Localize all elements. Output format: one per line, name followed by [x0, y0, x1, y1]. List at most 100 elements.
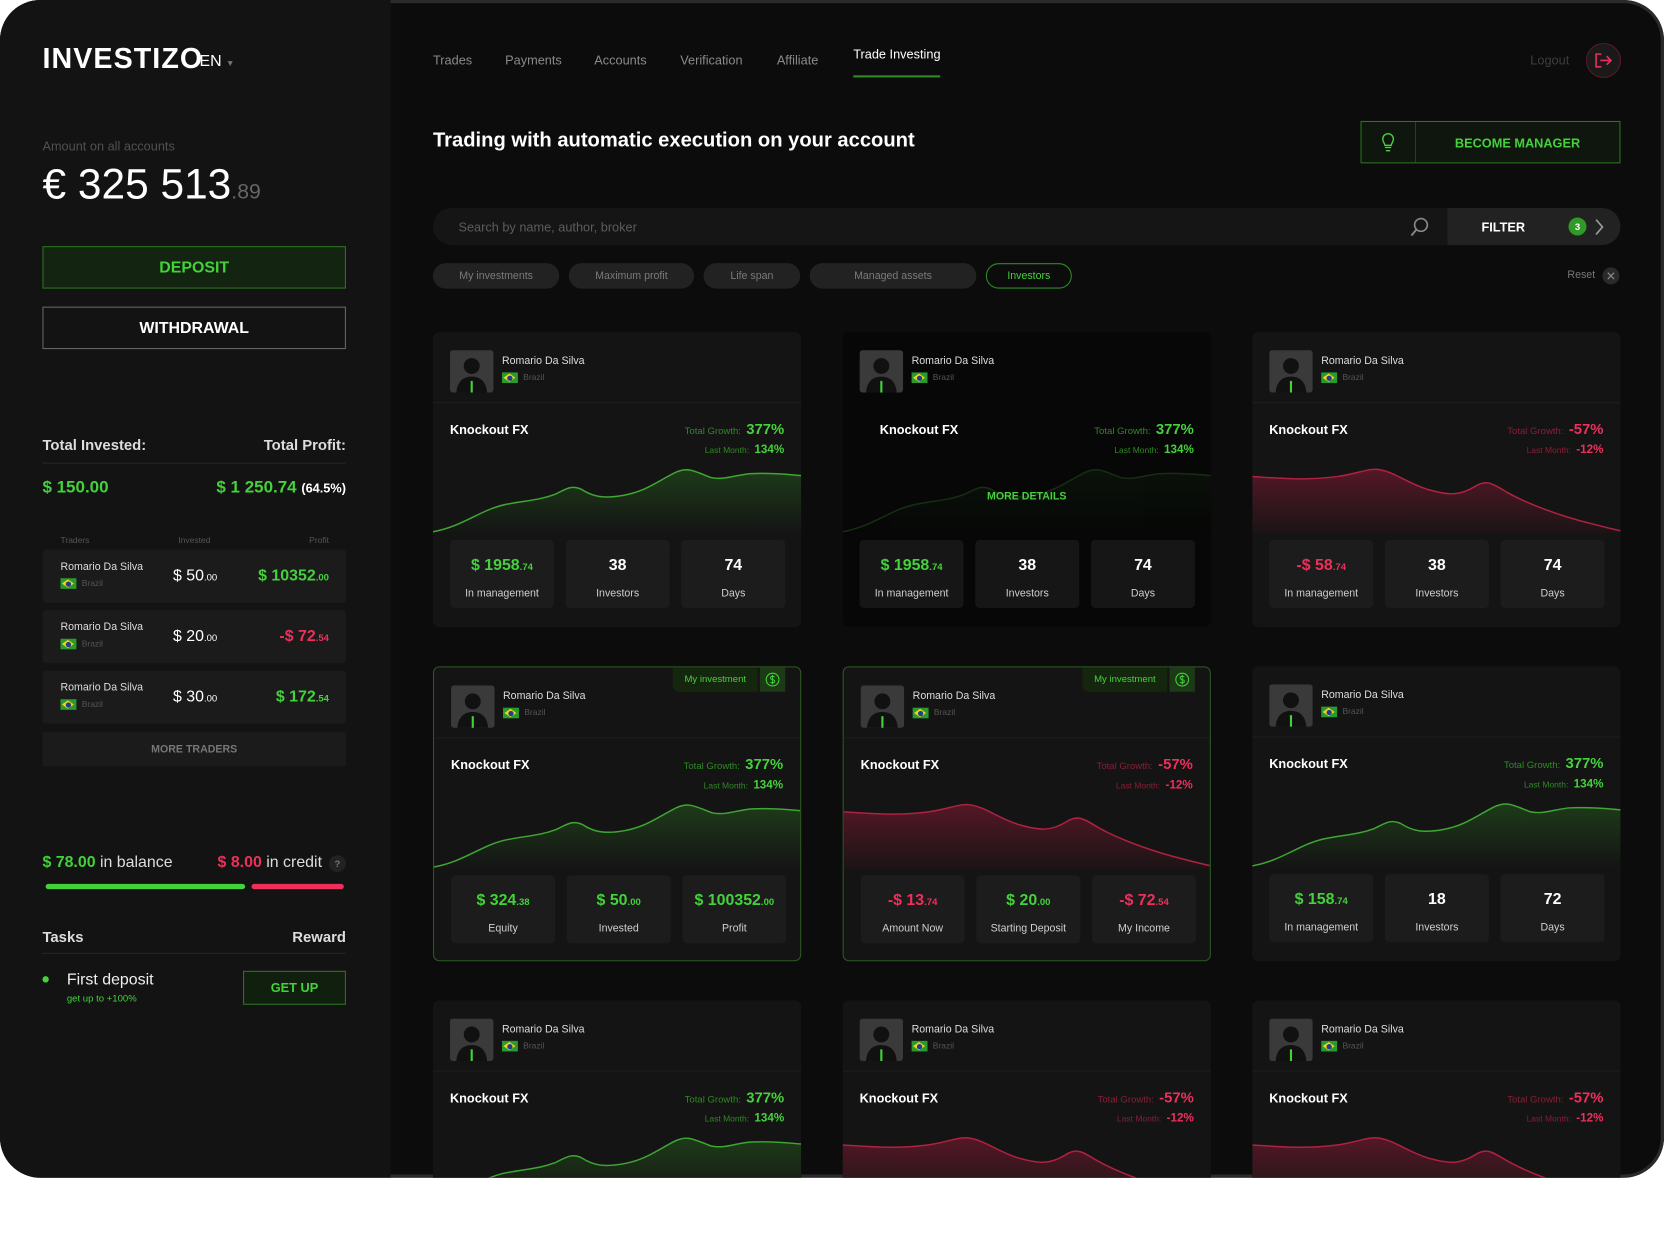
sidebar: INVESTIZO EN ▼ Amount on all accounts € …: [0, 0, 391, 1178]
logo[interactable]: INVESTIZO: [42, 42, 204, 75]
profit-cents: .54: [315, 632, 329, 643]
flag: [501, 372, 518, 384]
stat-number: $ 100352: [694, 891, 761, 910]
stat-value: -$ 72.54: [1092, 891, 1196, 909]
trader-card[interactable]: Romario Da Silva Brazil Knockout FX Total G…: [432, 332, 802, 628]
country-text: Brazil: [81, 699, 103, 709]
trader-row[interactable]: Romario Da Silva Brazil $ 30.00 $ 172.54: [42, 670, 346, 724]
nav-item[interactable]: Affiliate: [776, 53, 819, 68]
divider: [1252, 1070, 1621, 1072]
flag: [60, 638, 77, 650]
growth-label: Total Growth:: [1507, 1093, 1564, 1105]
nav-item[interactable]: Trade Investing: [853, 47, 941, 78]
card-country: Brazil: [501, 1040, 544, 1052]
filter-count: 3: [1568, 217, 1587, 236]
nav-item[interactable]: Trades: [432, 53, 473, 68]
flag: [60, 578, 77, 589]
trader-card[interactable]: Romario Da Silva Brazil Knockout FX Total G…: [842, 1000, 1211, 1178]
stat-box: 74 Days: [1090, 540, 1195, 608]
stat-number: $ 50: [596, 891, 628, 910]
sparkline: [1252, 1133, 1620, 1178]
logout-icon[interactable]: [1585, 42, 1622, 78]
card-name: Romario Da Silva: [1321, 689, 1404, 702]
growth-value: 377%: [746, 1088, 785, 1106]
growth-value: 377%: [746, 420, 785, 438]
stat-label: Investors: [596, 587, 640, 600]
filter-chip[interactable]: Maximum profit: [568, 263, 695, 289]
tasks-label: Tasks: [42, 928, 84, 946]
trader-card[interactable]: Romario Da Silva Brazil Knockout FX Total G…: [1252, 332, 1621, 628]
stat-cents: .74: [924, 896, 938, 908]
total-profit-value: $ 1 250.74: [216, 478, 297, 497]
card-country: Brazil: [1321, 1040, 1364, 1052]
trader-card[interactable]: Romario Da Silva Brazil My investment Knock…: [432, 666, 802, 962]
more-details[interactable]: MORE DETAILS: [987, 491, 1067, 503]
invested-value: $ 30: [172, 687, 204, 706]
become-manager[interactable]: BECOME MANAGER: [1360, 120, 1621, 164]
trader-row[interactable]: Romario Da Silva Brazil $ 20.00 -$ 72.54: [42, 610, 346, 664]
help-icon[interactable]: ?: [328, 855, 346, 873]
trader-card[interactable]: Romario Da Silva Brazil My investment Knock…: [842, 666, 1211, 962]
stat-label: Days: [721, 587, 746, 600]
get-up-button[interactable]: GET UP: [243, 970, 346, 1005]
reset-icon[interactable]: [1602, 267, 1620, 285]
stat-value: $ 20.00: [976, 891, 1080, 909]
month-value: -12%: [1576, 443, 1604, 457]
filter-chip[interactable]: Managed assets: [809, 263, 977, 289]
trader-row[interactable]: Romario Da Silva Brazil $ 50.00 $ 10352.00: [42, 549, 346, 603]
stat-label: Equity: [488, 923, 518, 935]
search-icon[interactable]: [1409, 216, 1430, 237]
avatar: [1269, 1019, 1313, 1067]
task-dot: [42, 976, 49, 983]
logout[interactable]: Logout: [1530, 53, 1570, 68]
card-name: Romario Da Silva: [501, 1023, 585, 1036]
language[interactable]: EN ▼: [200, 52, 235, 70]
stat-label: Days: [1540, 922, 1565, 934]
trader-card[interactable]: Romario Da Silva Brazil Knockout FX Total G…: [432, 1000, 802, 1178]
avatar: [451, 685, 495, 733]
nav-item[interactable]: Accounts: [594, 53, 647, 68]
trader-card[interactable]: Romario Da Silva Brazil Knockout FX Total G…: [1252, 1000, 1621, 1178]
dollar-icon: [1169, 667, 1195, 692]
stat-value: $ 100352.00: [682, 891, 786, 909]
stat-box: $ 100352.00 Profit: [682, 875, 787, 944]
table-header: Invested: [178, 535, 211, 546]
reset[interactable]: Reset: [1567, 269, 1596, 282]
filter-chip[interactable]: Life span: [703, 263, 801, 289]
stat-box: -$ 13.74 Amount Now: [860, 875, 965, 944]
flag: [912, 707, 929, 719]
search-bar[interactable]: Search by name, author, broker FILTER 3: [432, 207, 1621, 246]
dollar-icon: [759, 667, 786, 692]
flag: [911, 1040, 928, 1052]
amount-cents: .89: [231, 180, 261, 204]
amount-label: Amount on all accounts: [42, 138, 175, 154]
filter[interactable]: FILTER 3: [1447, 207, 1621, 246]
trader-card[interactable]: Romario Da Silva Brazil Knockout FX Total G…: [842, 332, 1211, 628]
sparkline: [843, 1133, 1211, 1178]
sparkline-svg: [434, 800, 801, 869]
trader-invested: $ 50.00: [173, 567, 217, 585]
nav-item[interactable]: Verification: [680, 53, 743, 68]
filter-chip[interactable]: Investors: [985, 263, 1072, 289]
stat-value: $ 1958.74: [450, 556, 554, 574]
filter-chip[interactable]: My investments: [432, 263, 560, 289]
month-value: 134%: [754, 443, 785, 457]
stat-number: 74: [1543, 555, 1562, 575]
card-name: Romario Da Silva: [912, 690, 996, 703]
month-value: -12%: [1576, 1111, 1604, 1125]
more-traders[interactable]: MORE TRADERS: [42, 732, 346, 767]
card-name: Romario Da Silva: [501, 355, 585, 368]
sparkline: [433, 1133, 801, 1178]
deposit-button[interactable]: DEPOSIT: [42, 246, 346, 289]
stat-number: $ 20: [1006, 891, 1038, 910]
trader-profit: $ 172.54: [276, 688, 329, 706]
flag: [501, 1040, 518, 1052]
trader-card[interactable]: Romario Da Silva Brazil Knockout FX Total G…: [1252, 666, 1621, 962]
avatar: [450, 350, 494, 398]
stat-cents: .74: [1332, 561, 1347, 572]
card-name: Romario Da Silva: [503, 690, 586, 703]
nav-item[interactable]: Payments: [505, 53, 562, 68]
stat-value: 38: [975, 556, 1079, 574]
withdrawal-button[interactable]: WITHDRAWAL: [42, 306, 346, 350]
